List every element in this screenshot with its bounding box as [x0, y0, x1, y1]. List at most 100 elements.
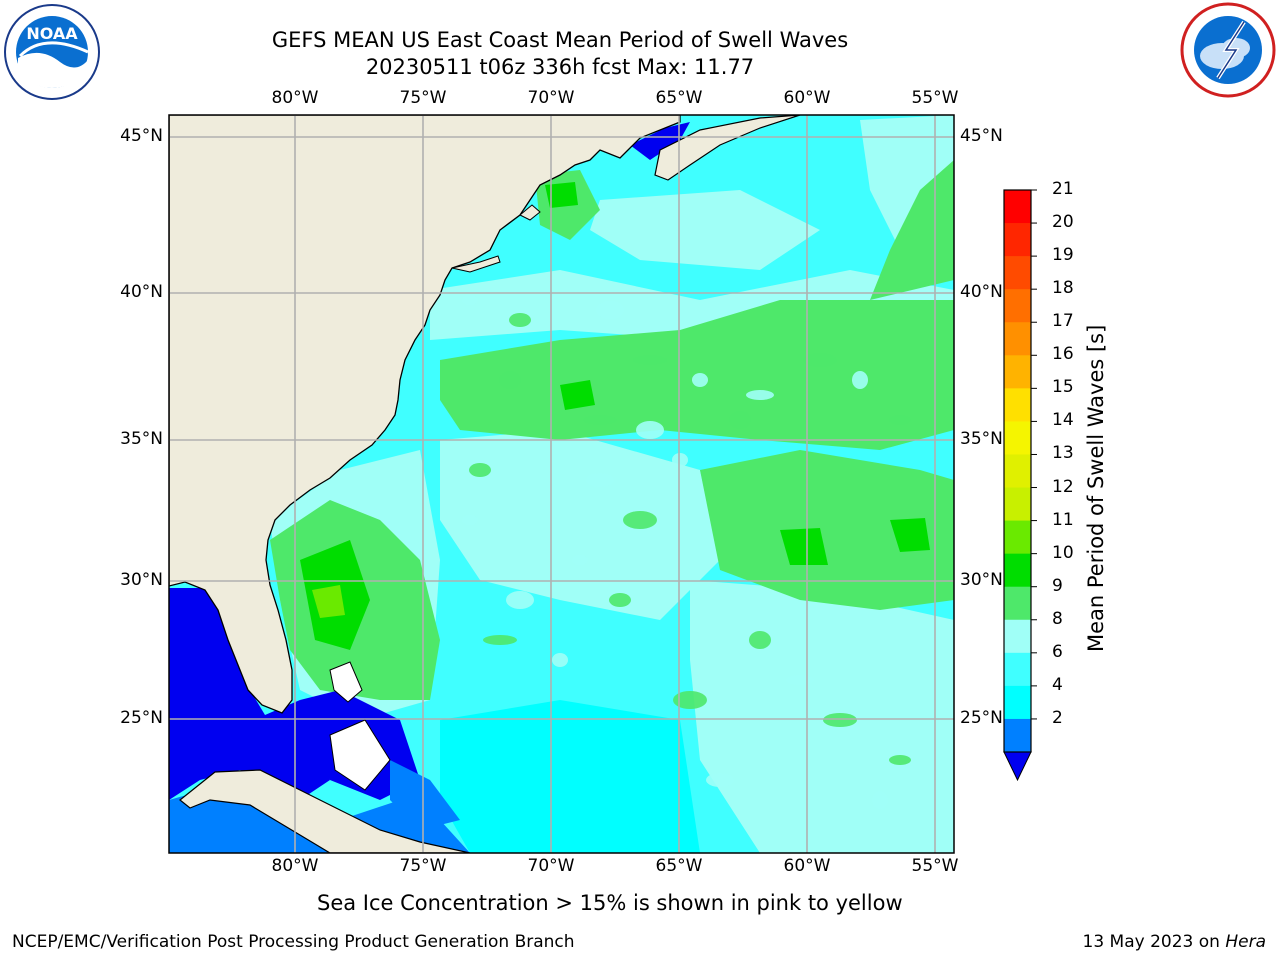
wave-period-region — [440, 700, 700, 853]
lon-tick-top: 65°W — [655, 88, 703, 108]
wave-period-region — [780, 528, 828, 565]
colorbar-label: 6 — [1052, 641, 1063, 662]
lat-tick-left: 45°N — [120, 126, 163, 146]
colorbar-segment — [1004, 454, 1031, 489]
colorbar-label: 14 — [1052, 410, 1074, 431]
footer-date-text: 13 May 2023 on — [1082, 932, 1226, 952]
wave-period-speckle — [609, 593, 631, 607]
wave-period-speckle — [729, 411, 751, 429]
colorbar-segment — [1004, 718, 1031, 753]
lon-tick-top: 70°W — [527, 88, 575, 108]
lat-tick-left: 40°N — [120, 282, 163, 302]
footer-date: 13 May 2023 on Hera — [1083, 932, 1267, 952]
wave-period-speckle — [786, 675, 814, 685]
land-cape-cod — [519, 204, 541, 221]
wave-period-speckle — [852, 371, 868, 389]
lon-tick-bottom: 70°W — [527, 856, 575, 876]
colorbar-label: 13 — [1052, 443, 1074, 464]
wave-period-region — [390, 760, 460, 830]
colorbar-segment — [1004, 322, 1031, 356]
lon-tick-bottom: 65°W — [655, 856, 703, 876]
colorbar-segment — [1004, 190, 1031, 224]
wave-period-speckle — [889, 755, 911, 765]
wave-period-region — [630, 122, 690, 160]
wave-period-speckle — [509, 313, 531, 327]
colorbar-label: 9 — [1052, 575, 1063, 596]
colorbar-label: 10 — [1052, 542, 1074, 563]
wave-period-speckle — [572, 555, 588, 565]
colorbar-title: Mean Period of Swell Waves [s] — [1084, 324, 1108, 652]
wave-period-speckle — [462, 295, 478, 305]
colorbar-label: 21 — [1052, 179, 1074, 199]
wave-period-speckle — [469, 463, 491, 477]
lat-tick-left: 30°N — [120, 570, 163, 590]
wave-period-speckle — [623, 511, 657, 529]
colorbar-segment — [1004, 586, 1031, 621]
land-cuba — [179, 769, 471, 853]
wave-period-speckle — [596, 301, 624, 319]
wave-period-speckle — [462, 515, 478, 525]
wave-period-speckle — [749, 631, 771, 649]
colorbar-label: 19 — [1052, 245, 1074, 266]
land-north-america — [169, 115, 681, 714]
colorbar-label: 12 — [1052, 476, 1074, 497]
wave-period-speckle — [506, 591, 534, 609]
chart-subtitle: 20230511 t06z 336h fcst Max: 11.77 — [365, 55, 755, 79]
colorbar-label: 4 — [1052, 674, 1063, 695]
wave-period-speckle — [636, 421, 664, 439]
nws-logo-icon — [1180, 2, 1276, 98]
wave-period-speckle — [673, 691, 707, 709]
colorbar-segment — [1004, 520, 1031, 555]
land-long-island — [451, 255, 501, 273]
colorbar-under-arrow — [1003, 751, 1032, 782]
wave-period-speckle — [872, 791, 888, 809]
lon-tick-top: 60°W — [783, 88, 831, 108]
colorbar-segment — [1004, 652, 1031, 687]
wave-period-speckle — [499, 371, 521, 389]
colorbar-frame — [1003, 189, 1032, 753]
lat-tick-right: 40°N — [960, 282, 1003, 302]
wave-period-speckle — [586, 473, 614, 487]
footer-credit: NCEP/EMC/Verification Post Processing Pr… — [12, 932, 575, 952]
wave-period-speckle — [672, 453, 688, 467]
wave-period-speckle — [889, 415, 911, 425]
lat-tick-right: 35°N — [960, 429, 1003, 449]
colorbar-segment — [1004, 421, 1031, 455]
noaa-logo-text: NOAA — [26, 24, 78, 43]
wave-period-speckle — [483, 635, 517, 645]
colorbar-label: 11 — [1052, 509, 1074, 530]
wave-period-speckle — [746, 390, 774, 400]
lon-tick-top: 75°W — [399, 88, 447, 108]
wave-period-speckle — [706, 773, 734, 787]
colorbar-segment — [1004, 223, 1031, 257]
chart-title: GEFS MEAN US East Coast Mean Period of S… — [271, 28, 849, 52]
colorbar-label: 18 — [1052, 278, 1074, 299]
colorbar-label: 20 — [1052, 212, 1074, 233]
colorbar-label: 2 — [1052, 707, 1063, 728]
lon-tick-top: 55°W — [911, 88, 959, 108]
wave-period-speckle — [633, 355, 667, 365]
wave-period-region — [169, 588, 330, 800]
colorbar-label: 17 — [1052, 311, 1074, 332]
lon-tick-top: 80°W — [271, 88, 319, 108]
land-bahamas-bank — [329, 719, 391, 791]
colorbar-label: 15 — [1052, 377, 1074, 398]
colorbar-segment — [1004, 355, 1031, 389]
sea-ice-caption: Sea Ice Concentration > 15% is shown in … — [317, 891, 903, 915]
colorbar — [1003, 189, 1037, 782]
colorbar-segment — [1004, 487, 1031, 522]
colorbar-segment — [1004, 388, 1031, 422]
colorbar-segment — [1004, 685, 1031, 720]
colorbar-label: 8 — [1052, 608, 1063, 629]
wave-period-speckle — [583, 415, 617, 425]
wave-period-region — [870, 160, 954, 300]
lon-tick-bottom: 80°W — [271, 856, 319, 876]
lon-tick-bottom: 75°W — [399, 856, 447, 876]
colorbar-label: 16 — [1052, 344, 1074, 365]
colorbar-segment — [1004, 256, 1031, 290]
colorbar-segment — [1004, 553, 1031, 588]
lat-tick-left: 25°N — [120, 708, 163, 728]
wave-period-speckle — [552, 653, 568, 667]
land-bahamas — [329, 661, 363, 703]
